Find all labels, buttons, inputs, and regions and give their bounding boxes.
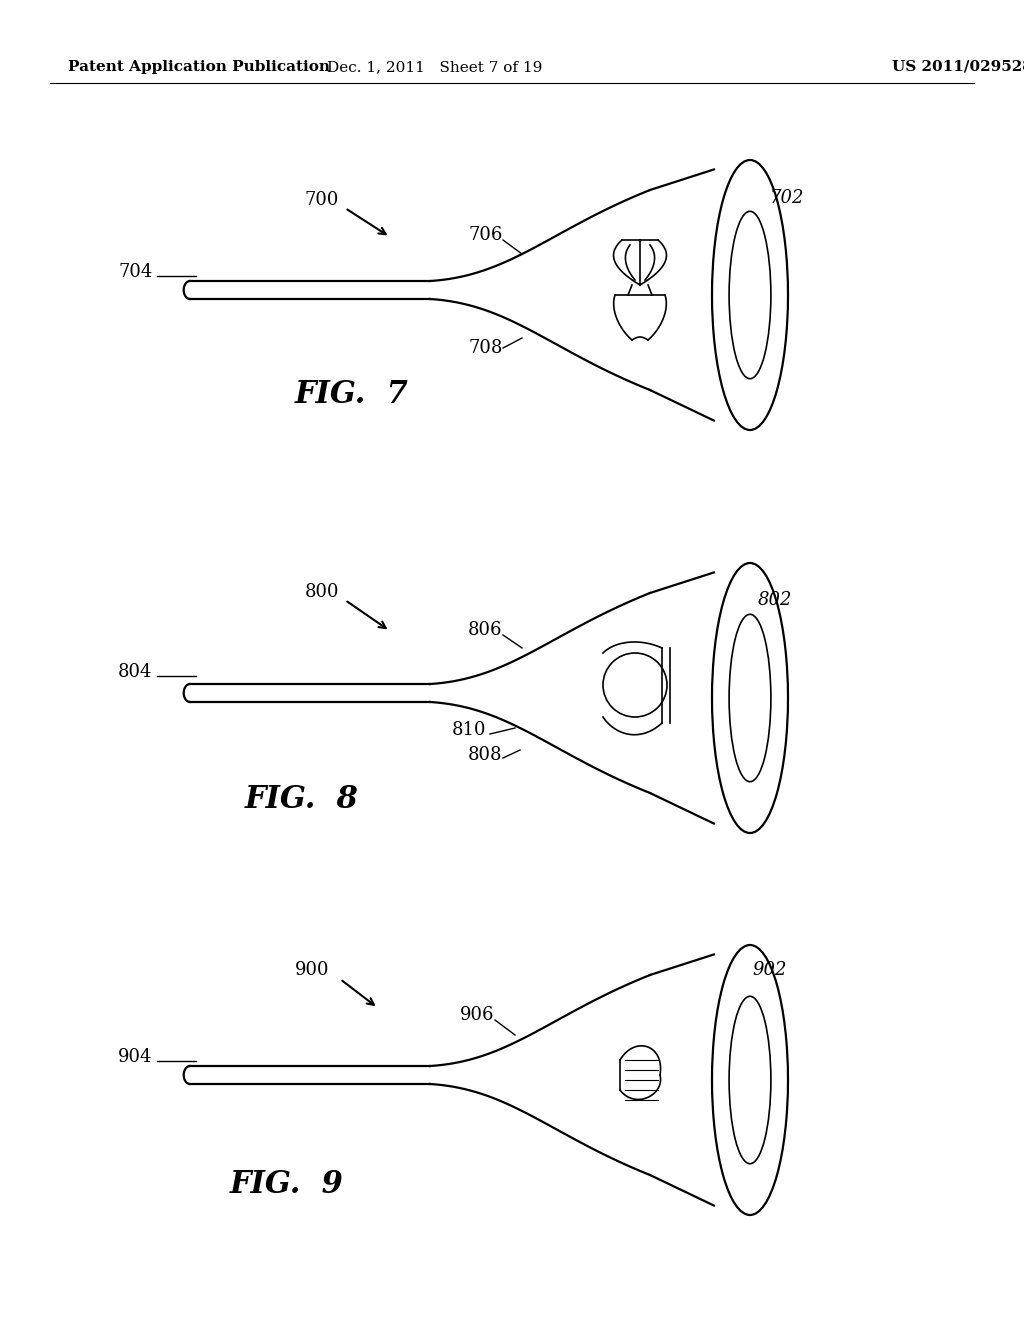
Text: 704: 704: [118, 263, 153, 281]
Ellipse shape: [712, 160, 788, 430]
Ellipse shape: [729, 614, 771, 781]
Text: 906: 906: [460, 1006, 495, 1024]
Text: 808: 808: [468, 746, 503, 764]
Text: 904: 904: [118, 1048, 153, 1067]
Text: 708: 708: [468, 339, 503, 356]
Text: US 2011/0295286 A1: US 2011/0295286 A1: [892, 59, 1024, 74]
Text: 802: 802: [758, 591, 793, 609]
Text: 902: 902: [752, 961, 786, 979]
Ellipse shape: [729, 997, 771, 1164]
Text: 804: 804: [118, 663, 153, 681]
Text: 700: 700: [305, 191, 339, 209]
Text: 900: 900: [295, 961, 330, 979]
Text: 706: 706: [468, 226, 503, 244]
Text: 806: 806: [468, 620, 503, 639]
Text: FIG.  9: FIG. 9: [230, 1170, 344, 1200]
Text: Dec. 1, 2011   Sheet 7 of 19: Dec. 1, 2011 Sheet 7 of 19: [328, 59, 543, 74]
Ellipse shape: [712, 564, 788, 833]
Text: 702: 702: [770, 189, 805, 207]
Ellipse shape: [729, 211, 771, 379]
Ellipse shape: [712, 945, 788, 1214]
Text: 810: 810: [452, 721, 486, 739]
Text: Patent Application Publication: Patent Application Publication: [68, 59, 330, 74]
Text: FIG.  8: FIG. 8: [245, 784, 358, 814]
Text: 800: 800: [305, 583, 340, 601]
Text: FIG.  7: FIG. 7: [295, 379, 409, 411]
